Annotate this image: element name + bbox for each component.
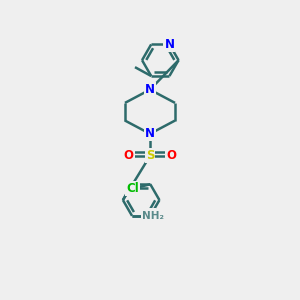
Text: S: S	[146, 149, 154, 162]
Text: Cl: Cl	[126, 182, 139, 195]
Text: O: O	[166, 149, 176, 162]
Text: N: N	[145, 209, 155, 222]
Text: N: N	[145, 127, 155, 140]
Text: O: O	[124, 149, 134, 162]
Text: N: N	[164, 38, 174, 51]
Text: N: N	[145, 83, 155, 96]
Text: NH₂: NH₂	[142, 211, 164, 221]
